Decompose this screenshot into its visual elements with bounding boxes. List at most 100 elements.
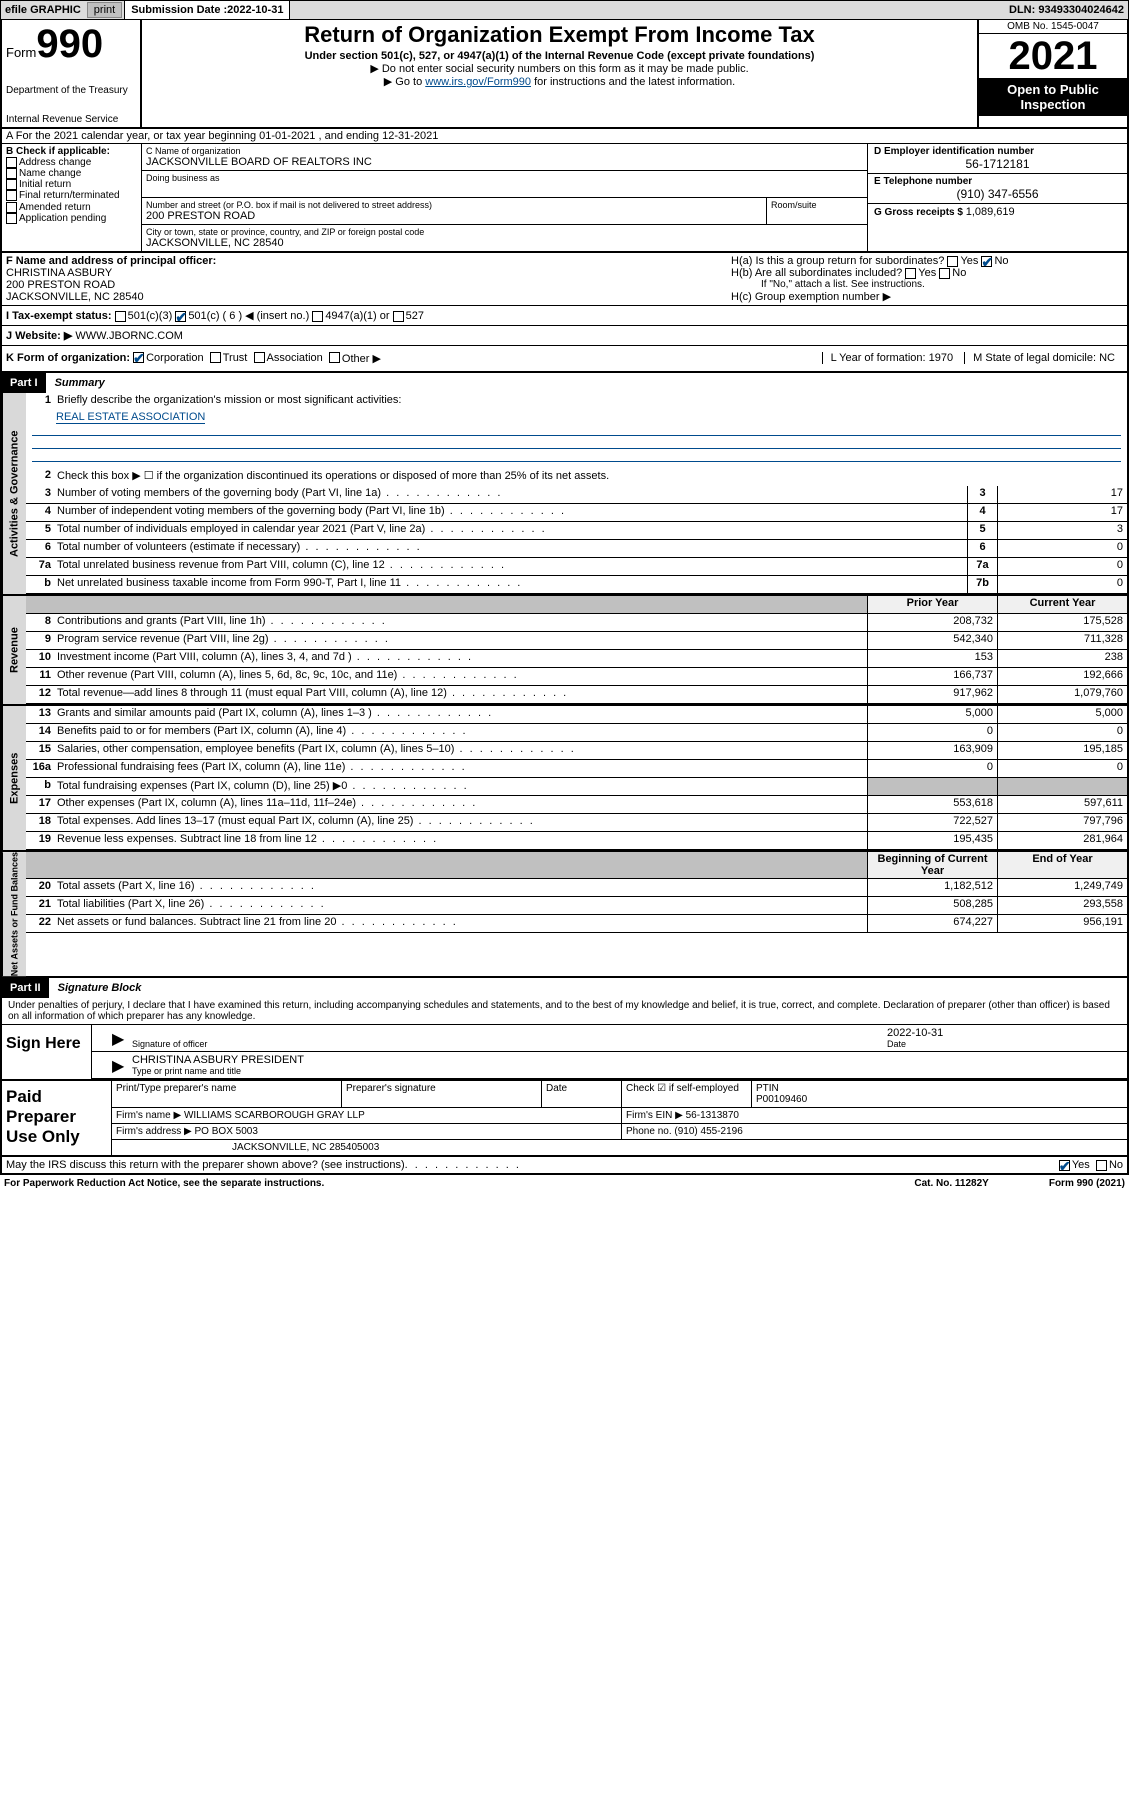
- hb-yes-cb[interactable]: [905, 268, 916, 279]
- sub-date-label: Submission Date :: [131, 4, 227, 16]
- irs-link[interactable]: www.irs.gov/Form990: [425, 76, 531, 88]
- org-section: B Check if applicable: Address change Na…: [0, 143, 1129, 253]
- cb-final-return[interactable]: Final return/terminated: [6, 190, 137, 201]
- tel-value: (910) 347-6556: [874, 187, 1121, 201]
- ha-row: H(a) Is this a group return for subordin…: [731, 255, 1123, 267]
- discuss-row: May the IRS discuss this return with the…: [0, 1157, 1129, 1175]
- col-right: D Employer identification number 56-1712…: [867, 144, 1127, 251]
- discuss-yes-cb[interactable]: [1059, 1160, 1070, 1171]
- sig-officer-label: Signature of officer: [132, 1039, 887, 1049]
- table-row: 20Total assets (Part X, line 16)1,182,51…: [26, 879, 1127, 897]
- perjury-declaration: Under penalties of perjury, I declare th…: [2, 998, 1127, 1025]
- type-name-label: Type or print name and title: [132, 1066, 1087, 1076]
- arrow-icon: ▶: [112, 1056, 124, 1076]
- tab-netassets: Net Assets or Fund Balances: [2, 852, 26, 976]
- officer-name-value: CHRISTINA ASBURY PRESIDENT: [132, 1054, 1087, 1066]
- table-row: bTotal fundraising expenses (Part IX, co…: [26, 778, 1127, 796]
- row-k: K Form of organization: Corporation Trus…: [0, 346, 1129, 373]
- cb-name-change[interactable]: Name change: [6, 168, 137, 179]
- table-row: 3Number of voting members of the governi…: [26, 486, 1127, 504]
- city-value: JACKSONVILLE, NC 28540: [146, 237, 863, 249]
- org-name: JACKSONVILLE BOARD OF REALTORS INC: [146, 156, 863, 168]
- table-row: 19Revenue less expenses. Subtract line 1…: [26, 832, 1127, 850]
- ein-label: D Employer identification number: [874, 146, 1121, 157]
- state-domicile: M State of legal domicile: NC: [964, 352, 1123, 364]
- table-row: 4Number of independent voting members of…: [26, 504, 1127, 522]
- table-row: 14Benefits paid to or for members (Part …: [26, 724, 1127, 742]
- discuss-no-cb[interactable]: [1096, 1160, 1107, 1171]
- discuss-label: May the IRS discuss this return with the…: [6, 1159, 405, 1171]
- addr-box: Number and street (or P.O. box if mail i…: [142, 198, 767, 224]
- prior-year-hdr: Prior Year: [867, 596, 997, 613]
- title-block: Return of Organization Exempt From Incom…: [142, 20, 977, 127]
- hb-note: If "No," attach a list. See instructions…: [731, 279, 1123, 290]
- hc-label: H(c) Group exemption number ▶: [731, 290, 1123, 303]
- cb-address-change[interactable]: Address change: [6, 157, 137, 168]
- table-row: 10Investment income (Part VIII, column (…: [26, 650, 1127, 668]
- dba-label: Doing business as: [146, 173, 863, 183]
- revenue-table: Revenue Prior YearCurrent Year 8Contribu…: [0, 596, 1129, 706]
- table-row: 15Salaries, other compensation, employee…: [26, 742, 1127, 760]
- cb-other[interactable]: [329, 352, 340, 363]
- row-a: A For the 2021 calendar year, or tax yea…: [0, 129, 1129, 143]
- open-inspection: Open to Public Inspection: [979, 78, 1127, 116]
- cb-501c[interactable]: [175, 311, 186, 322]
- table-row: bNet unrelated business taxable income f…: [26, 576, 1127, 594]
- irs-label: Internal Revenue Service: [6, 114, 136, 125]
- form-title: Return of Organization Exempt From Incom…: [150, 22, 969, 48]
- cb-4947[interactable]: [312, 311, 323, 322]
- omb-block: OMB No. 1545-0047 2021 Open to Public In…: [977, 20, 1127, 127]
- cb-trust[interactable]: [210, 352, 221, 363]
- current-year-hdr: Current Year: [997, 596, 1127, 613]
- print-button[interactable]: print: [87, 2, 122, 18]
- cb-amended[interactable]: Amended return: [6, 202, 137, 213]
- tel-box: E Telephone number (910) 347-6556: [868, 174, 1127, 204]
- firm-ein-value: 56-1313870: [686, 1110, 739, 1121]
- firm-addr-label: Firm's address ▶: [116, 1126, 192, 1137]
- ha-yes-cb[interactable]: [947, 256, 958, 267]
- part2-title: Signature Block: [52, 982, 142, 994]
- h-section: H(a) Is this a group return for subordin…: [727, 253, 1127, 305]
- cb-527[interactable]: [393, 311, 404, 322]
- firm-name-value: WILLIAMS SCARBOROUGH GRAY LLP: [184, 1110, 365, 1121]
- ha-no-cb[interactable]: [981, 256, 992, 267]
- officer-name: CHRISTINA ASBURY: [6, 267, 723, 279]
- col-b-header: B Check if applicable:: [6, 146, 137, 157]
- form-word: Form: [6, 45, 36, 60]
- cb-initial-return[interactable]: Initial return: [6, 179, 137, 190]
- cb-app-pending[interactable]: Application pending: [6, 213, 137, 224]
- signature-section: Under penalties of perjury, I declare th…: [0, 998, 1129, 1081]
- gross-label: G Gross receipts $: [874, 207, 966, 218]
- table-row: 22Net assets or fund balances. Subtract …: [26, 915, 1127, 933]
- paperwork-notice: For Paperwork Reduction Act Notice, see …: [4, 1178, 324, 1189]
- cb-corp[interactable]: [133, 352, 144, 363]
- f-section: F Name and address of principal officer:…: [0, 253, 1129, 306]
- firm-addr1: PO BOX 5003: [195, 1126, 258, 1137]
- table-row: 17Other expenses (Part IX, column (A), l…: [26, 796, 1127, 814]
- tab-governance: Activities & Governance: [2, 393, 26, 594]
- self-employed-check: Check ☑ if self-employed: [626, 1083, 739, 1094]
- table-row: 9Program service revenue (Part VIII, lin…: [26, 632, 1127, 650]
- table-row: 12Total revenue—add lines 8 through 11 (…: [26, 686, 1127, 704]
- table-row: 16aProfessional fundraising fees (Part I…: [26, 760, 1127, 778]
- suite-label: Room/suite: [767, 198, 867, 224]
- ein-value: 56-1712181: [874, 157, 1121, 171]
- submission-date: Submission Date : 2022-10-31: [124, 1, 290, 19]
- cb-501c3[interactable]: [115, 311, 126, 322]
- form-header: Form990 Department of the Treasury Inter…: [0, 20, 1129, 129]
- form-footer: Form 990 (2021): [1049, 1178, 1125, 1189]
- firm-addr2: JACKSONVILLE, NC 285405003: [112, 1140, 1127, 1155]
- form-id-block: Form990 Department of the Treasury Inter…: [2, 20, 142, 127]
- cb-assoc[interactable]: [254, 352, 265, 363]
- sig-officer-line: ▶ 2022-10-31 Signature of officerDate: [92, 1025, 1127, 1052]
- table-row: 21Total liabilities (Part X, line 26)508…: [26, 897, 1127, 915]
- officer-name-line: ▶ CHRISTINA ASBURY PRESIDENT Type or pri…: [92, 1052, 1127, 1079]
- officer-addr: 200 PRESTON ROAD: [6, 279, 723, 291]
- hb-no-cb[interactable]: [939, 268, 950, 279]
- ptin-label: PTIN: [756, 1083, 1123, 1094]
- prep-date-label: Date: [542, 1081, 622, 1107]
- form-number: 990: [36, 22, 103, 66]
- begin-year-hdr: Beginning of Current Year: [867, 852, 997, 878]
- tax-year: 2021: [979, 34, 1127, 78]
- dln: DLN: 93493304024642: [1009, 4, 1128, 16]
